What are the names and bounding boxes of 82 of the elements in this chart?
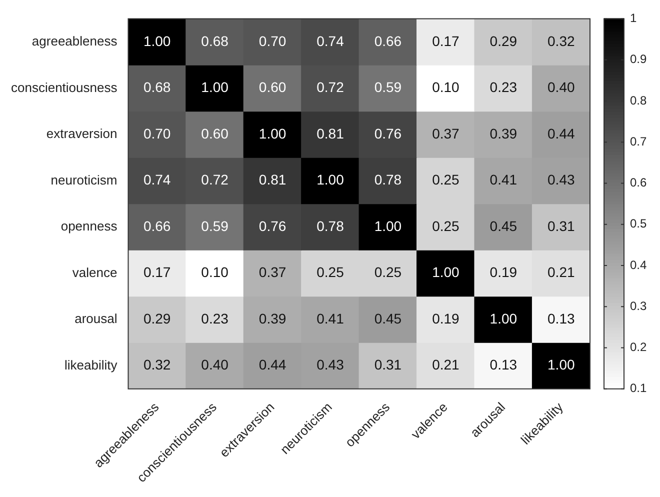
- data-label: 0.44: [258, 356, 286, 373]
- data-label: 1.00: [432, 264, 460, 280]
- data-label: 0.66: [143, 218, 171, 234]
- data-label: 1.00: [490, 310, 518, 326]
- data-label: 1.00: [143, 32, 171, 49]
- data-label: 0.13: [548, 310, 575, 326]
- data-label: 0.39: [490, 125, 518, 142]
- data-label: 0.10: [201, 264, 229, 280]
- data-label: 0.37: [258, 264, 286, 280]
- data-label: 0.25: [316, 264, 344, 280]
- data-label: 1.00: [201, 79, 229, 96]
- y-tick-label: agreeableness: [32, 34, 118, 49]
- color-bar-label: 0.9: [630, 52, 648, 66]
- data-label: 1.00: [316, 172, 344, 188]
- data-label: 0.39: [258, 310, 286, 326]
- color-bar-label: 0.3: [630, 298, 648, 313]
- y-tick-label: openness: [60, 218, 118, 234]
- data-label: 0.17: [143, 264, 171, 280]
- data-label: 0.29: [143, 310, 171, 326]
- data-label: 0.44: [548, 125, 575, 142]
- data-label: 0.70: [258, 32, 286, 49]
- data-label: 0.74: [143, 172, 171, 188]
- data-label: 0.37: [432, 125, 460, 142]
- data-label: 0.40: [201, 356, 229, 373]
- data-label: 0.45: [374, 310, 402, 326]
- data-label: 0.72: [201, 172, 229, 188]
- data-label: 0.31: [374, 356, 402, 373]
- color-bar-label: 0.1: [630, 381, 648, 396]
- data-label: 0.60: [201, 125, 229, 142]
- y-tick-label: likeability: [64, 357, 118, 372]
- data-label: 0.78: [374, 172, 402, 188]
- data-label: 0.32: [143, 356, 171, 373]
- data-label: 0.43: [316, 356, 344, 373]
- data-label: 0.74: [316, 32, 344, 49]
- data-label: 0.76: [374, 125, 402, 142]
- data-label: 0.25: [432, 218, 460, 234]
- data-label: 0.10: [432, 79, 460, 96]
- color-bar-label: 0.4: [630, 258, 648, 272]
- data-label: 0.66: [374, 32, 402, 49]
- data-label: 0.59: [374, 79, 402, 96]
- data-label: 0.29: [490, 32, 518, 49]
- data-label: 0.45: [490, 218, 518, 234]
- data-label: 0.41: [490, 172, 518, 188]
- data-label: 0.70: [143, 125, 171, 142]
- data-label: 0.32: [548, 32, 575, 49]
- color-bar-label: 0.5: [630, 216, 648, 231]
- data-label: 0.17: [432, 32, 460, 49]
- color-bar-label: 0.2: [630, 340, 648, 354]
- data-label: 0.59: [201, 218, 229, 234]
- data-label: 0.19: [490, 264, 518, 280]
- y-tick-label: valence: [72, 264, 118, 280]
- y-tick-label: neuroticism: [50, 172, 118, 188]
- data-label: 0.25: [432, 172, 460, 188]
- data-label: 0.23: [201, 310, 229, 326]
- color-bar-label: 1: [630, 11, 637, 26]
- data-label: 0.21: [432, 356, 460, 373]
- data-label: 0.31: [548, 218, 575, 234]
- data-label: 0.76: [258, 218, 286, 234]
- y-tick-label: arousal: [74, 311, 118, 326]
- data-label: 0.21: [548, 264, 575, 280]
- color-bar-label: 0.8: [630, 93, 648, 108]
- data-label: 0.41: [316, 310, 344, 326]
- data-label: 0.23: [490, 79, 518, 96]
- data-label: 0.68: [143, 79, 171, 96]
- data-label: 0.13: [490, 356, 518, 373]
- data-label: 0.81: [258, 172, 286, 188]
- color-bar-label: 0.7: [630, 134, 648, 148]
- data-label: 1.00: [548, 356, 575, 373]
- data-label: 0.68: [201, 32, 229, 49]
- color-bar-label: 0.6: [630, 176, 648, 190]
- data-label: 0.43: [548, 172, 575, 188]
- data-label: 1.00: [258, 125, 286, 142]
- data-label: 0.19: [432, 310, 460, 326]
- y-tick-label: extraversion: [46, 126, 118, 142]
- y-tick-label: conscientiousness: [10, 80, 118, 95]
- data-label: 0.72: [316, 79, 344, 96]
- data-label: 0.25: [374, 264, 402, 280]
- data-label: 0.81: [316, 125, 344, 142]
- data-label: 0.40: [548, 79, 575, 96]
- data-label: 0.78: [316, 218, 344, 234]
- data-label: 1.00: [374, 218, 402, 234]
- data-label: 0.60: [258, 79, 286, 96]
